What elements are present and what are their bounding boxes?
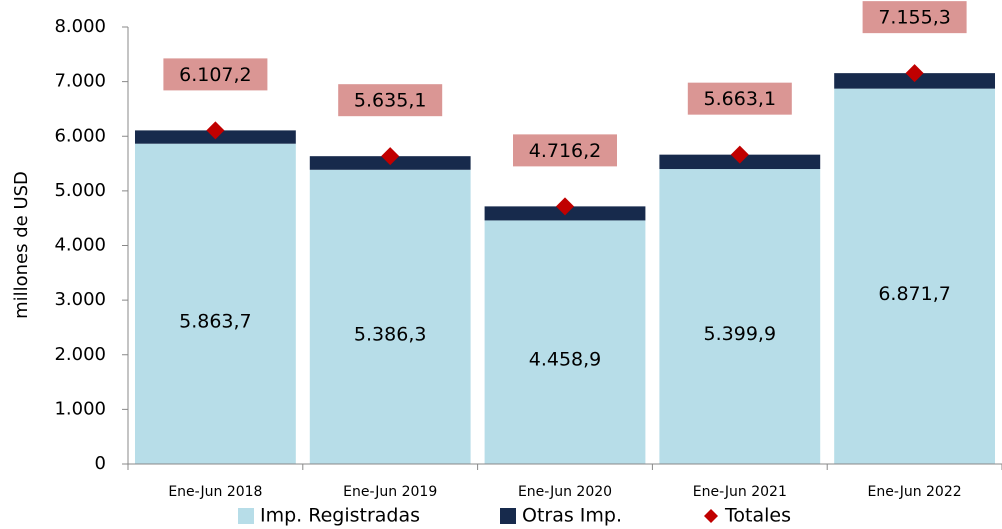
y-tick-label: 0 <box>95 453 106 474</box>
y-tick-label: 2.000 <box>54 344 106 365</box>
data-label: 5.399,9 <box>704 323 777 345</box>
x-tick-label: Ene-Jun 2021 <box>693 484 787 500</box>
y-tick-label: 5.000 <box>54 180 106 201</box>
legend-label: Totales <box>724 505 791 527</box>
x-tick-label: Ene-Jun 2022 <box>868 484 962 500</box>
y-tick-label: 3.000 <box>54 289 106 310</box>
total-marker <box>730 145 749 164</box>
total-label-box <box>338 84 443 117</box>
total-marker <box>556 197 574 216</box>
data-label: 4.458,9 <box>529 349 602 371</box>
bar-segment <box>484 220 646 464</box>
total-label: 5.663,1 <box>704 88 777 110</box>
legend-label: Otras Imp. <box>522 505 622 527</box>
legend-marker <box>704 509 718 523</box>
x-tick-label: Ene-Jun 2020 <box>518 484 612 500</box>
y-axis-label: millones de USD <box>11 171 32 319</box>
x-tick-label: Ene-Jun 2019 <box>343 484 437 500</box>
total-label: 6.107,2 <box>179 64 252 86</box>
bar-segment <box>834 88 996 464</box>
bar-segment <box>134 143 296 465</box>
total-marker <box>206 121 225 140</box>
y-tick-label: 4.000 <box>54 235 106 256</box>
legend-label: Imp. Registradas <box>260 505 420 527</box>
total-label-box <box>163 58 268 91</box>
total-marker <box>381 147 400 166</box>
bar-segment <box>309 169 471 464</box>
total-label-box <box>687 82 792 115</box>
y-tick-label: 1.000 <box>54 398 106 419</box>
data-label: 6.871,7 <box>878 283 951 305</box>
total-label: 7.155,3 <box>878 7 951 29</box>
x-tick-label: Ene-Jun 2018 <box>168 484 262 500</box>
total-label-box <box>862 1 967 34</box>
legend-swatch <box>500 508 516 524</box>
total-marker <box>905 64 924 83</box>
legend-swatch <box>238 508 254 524</box>
total-label: 4.716,2 <box>529 140 602 162</box>
data-label: 5.386,3 <box>354 323 427 345</box>
total-label-box <box>513 134 617 167</box>
total-label: 5.635,1 <box>354 90 427 112</box>
bar-segment <box>659 169 821 464</box>
y-tick-label: 8.000 <box>54 16 106 37</box>
data-label: 5.863,7 <box>179 310 252 332</box>
y-tick-label: 6.000 <box>54 125 106 146</box>
y-tick-label: 7.000 <box>54 71 106 92</box>
